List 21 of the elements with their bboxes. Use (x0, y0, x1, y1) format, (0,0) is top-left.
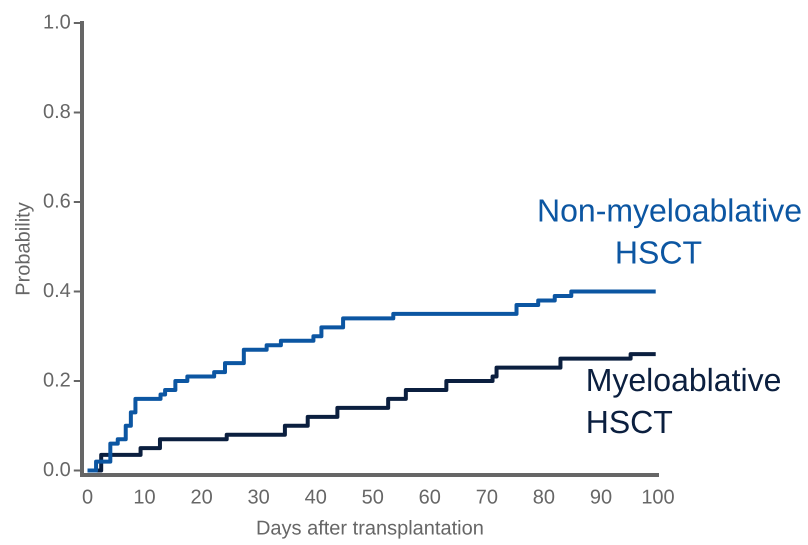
x-tick-label: 100 (641, 486, 675, 509)
y-tick-label: 0.2 (42, 370, 71, 392)
y-tick-label: 0.8 (42, 101, 71, 124)
y-tick-label: 1.0 (42, 12, 71, 34)
y-tick-label: 0.4 (42, 280, 71, 302)
x-tick-label: 0 (82, 486, 94, 509)
y-tick-label: 0.6 (42, 190, 71, 213)
x-tick-label: 80 (532, 486, 556, 509)
x-tick-label: 50 (362, 486, 384, 509)
x-tick-label: 40 (304, 486, 327, 509)
x-tick-label: 60 (418, 486, 441, 509)
x-tick-label: 30 (248, 486, 270, 509)
x-tick-label: 90 (590, 486, 612, 509)
y-axis-title: Probability (12, 202, 35, 296)
series-label: Myeloablative HSCT (586, 362, 782, 440)
y-tick-label: 0.0 (42, 459, 71, 482)
x-tick-label: 20 (190, 486, 213, 509)
x-tick-label: 70 (476, 486, 498, 509)
x-tick-label: 10 (133, 486, 156, 509)
x-axis-title: Days after transplantation (256, 518, 484, 540)
series-label: Non-myeloablative HSCT (536, 192, 802, 270)
